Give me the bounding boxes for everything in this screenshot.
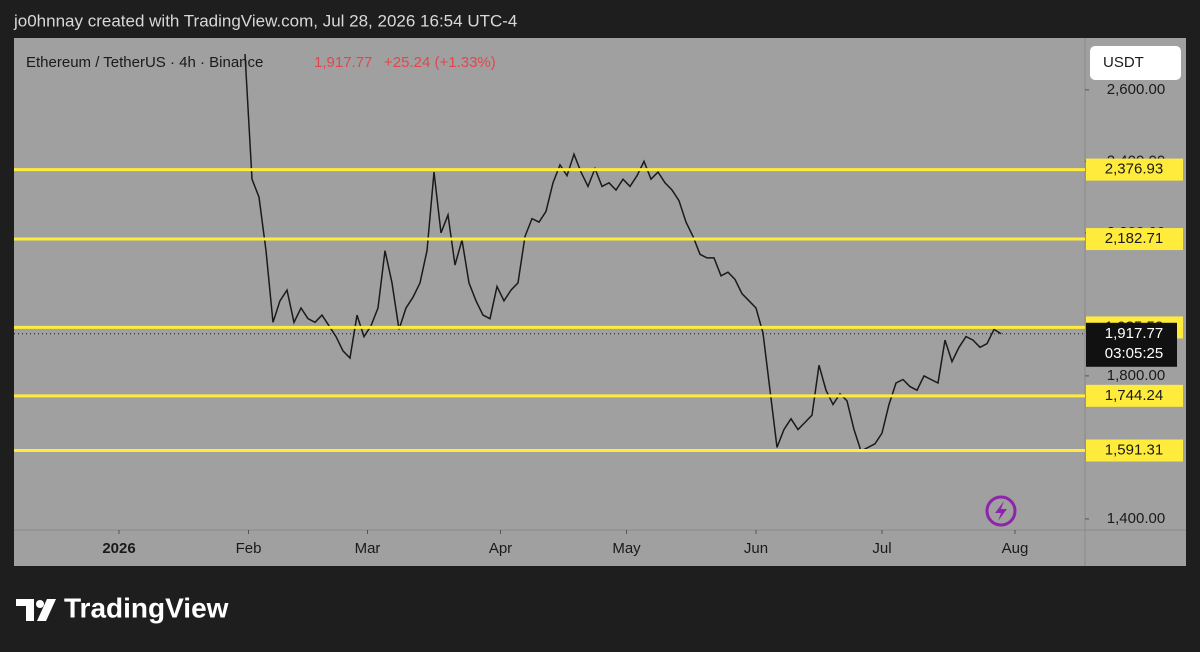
x-tick-label: May: [612, 540, 641, 557]
level-tag: [1086, 384, 1183, 407]
x-tick-label: Mar: [355, 540, 381, 557]
level-tag: [1086, 439, 1183, 462]
x-tick-label: Jun: [744, 540, 768, 557]
price-line: [244, 54, 1002, 453]
countdown: 03:05:25: [1105, 345, 1163, 362]
x-tick-label: Jul: [872, 540, 891, 557]
level-label: 1,744.24: [1105, 387, 1163, 404]
x-tick-label: Aug: [1002, 540, 1029, 557]
lightning-icon: [985, 495, 1017, 527]
level-tag: [1086, 158, 1183, 181]
x-tick-label: Feb: [236, 540, 262, 557]
level-tag: [1086, 228, 1183, 251]
currency-button[interactable]: [1090, 46, 1181, 80]
brand-logo: [16, 599, 56, 621]
price-tag: [1086, 322, 1177, 367]
axes: 2,600.002,400.002,200.001,800.001,400.00…: [102, 81, 1183, 557]
header-price: 1,917.77: [314, 54, 372, 71]
y-tick-label: 1,400.00: [1107, 510, 1165, 527]
level-label: 2,182.71: [1105, 230, 1163, 247]
attribution: jo0hnnay created with TradingView.com, J…: [13, 11, 517, 30]
level-label: 2,376.93: [1105, 161, 1163, 178]
price-tag-label: 1,917.77: [1105, 325, 1163, 342]
y-tick-label: 1,800.00: [1107, 367, 1165, 384]
chart-panel: [14, 38, 1186, 566]
header-change: +25.24 (+1.33%): [384, 54, 496, 71]
level-label: 1,591.31: [1105, 441, 1163, 458]
y-tick-label: 2,600.00: [1107, 81, 1165, 98]
x-tick-label: Apr: [489, 540, 512, 557]
brand-name: TradingView: [64, 592, 229, 623]
currency-label[interactable]: USDT: [1103, 54, 1144, 71]
symbol-title: Ethereum / TetherUS · 4h · Binance: [26, 54, 263, 71]
plot-area: [14, 54, 1085, 453]
x-tick-label: 2026: [102, 540, 135, 557]
